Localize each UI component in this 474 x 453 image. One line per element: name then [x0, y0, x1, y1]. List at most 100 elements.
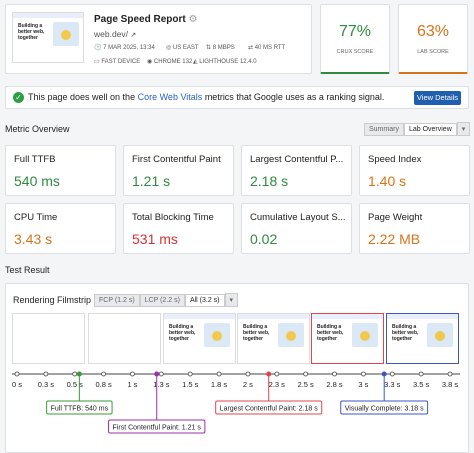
tick-label: 3.5 s: [413, 380, 430, 389]
section-title: Metric Overview: [5, 124, 70, 134]
tick-label: 2.5 s: [298, 380, 315, 389]
metric-card: CPU Time 3.43 s: [5, 203, 116, 254]
tick-label: 2 s: [243, 380, 253, 389]
metric-label: Speed Index: [368, 154, 422, 165]
meta: ⇄ 40 MS RTT: [248, 45, 286, 51]
report-title: Page Speed Report ⚙: [94, 14, 198, 25]
score-label: LAB SCORE: [417, 49, 449, 55]
browser: CHROME 132: [153, 59, 193, 65]
frame-text: Building a better web, together: [243, 324, 270, 342]
tick-label: 0.8 s: [95, 380, 112, 389]
tick-label: 2.8 s: [326, 380, 343, 389]
filmstrip-frame: Building a better web, together: [311, 313, 384, 364]
marker-label: Full TTFB: 540 ms: [51, 406, 109, 413]
location: US EAST: [172, 45, 199, 51]
filmstrip-frame: Building a better web, together: [163, 313, 236, 364]
tick-label: 0.5 s: [67, 380, 84, 389]
meta: ◭ LIGHTHOUSE 12.4.0: [193, 59, 257, 65]
tick-mark: [43, 371, 49, 377]
dropdown[interactable]: ▾: [456, 122, 471, 136]
meta-row: 🕒 7 MAR 2025, 13:34: [94, 45, 155, 51]
meta: ◎ US EAST: [166, 45, 199, 51]
metric-label: Cumulative Layout S...: [250, 212, 346, 223]
tick-mark: [14, 371, 20, 377]
tick-label: 1.5 s: [182, 380, 199, 389]
view-details-button[interactable]: View Details: [414, 91, 461, 105]
marker-dot: [154, 371, 160, 377]
tick-label: 3 s: [358, 380, 368, 389]
tick-label: 0.3 s: [38, 380, 55, 389]
tick-mark: [158, 371, 164, 377]
filmstrip-frame: Building a better web, together: [386, 313, 459, 364]
metric-label: Page Weight: [368, 212, 423, 223]
banner: ✓ This page does well on the Core Web Vi…: [5, 86, 469, 109]
tick-mark: [303, 371, 309, 377]
frame-text: Building a better web, together: [317, 324, 344, 342]
metric-card: Cumulative Layout S... 0.02: [241, 203, 352, 254]
metric-value: 2.22 MB: [368, 231, 421, 247]
metric-label: First Contentful Paint: [132, 154, 221, 165]
tick-mark: [72, 371, 78, 377]
metric-label: CPU Time: [14, 212, 58, 223]
marker-box: [215, 400, 323, 415]
tick-mark: [360, 371, 366, 377]
tab[interactable]: Lab Overview: [403, 123, 457, 136]
banner-text: This page does well on the Core Web Vita…: [28, 92, 384, 102]
tab[interactable]: All (3.2 s): [184, 294, 225, 307]
metric-value: 531 ms: [132, 231, 178, 247]
tick-label: 1.3 s: [153, 380, 170, 389]
tick-mark: [130, 371, 135, 377]
tab[interactable]: FCP (1.2 s): [94, 294, 140, 307]
score-label: CRUX SCORE: [336, 49, 374, 55]
dropdown[interactable]: ▾: [224, 293, 239, 307]
filmstrip-frame: [88, 313, 161, 364]
link[interactable]: Core Web Vitals: [137, 92, 203, 102]
marker-label: First Contentful Paint: 1.21 s: [113, 425, 202, 432]
marker-dot: [381, 371, 387, 377]
tab[interactable]: LCP (2.2 s): [139, 294, 185, 307]
url[interactable]: web.dev/ ↗: [94, 29, 137, 39]
tick-label: 3.3 s: [384, 380, 401, 389]
url-text[interactable]: web.dev/: [94, 29, 129, 39]
metric-value: 1.21 s: [132, 173, 171, 189]
tabs: Summary Lab Overview ▾: [364, 122, 471, 136]
rtt: 40 MS RTT: [254, 45, 286, 51]
tick-mark: [216, 371, 222, 377]
metric-value: 0.02: [250, 231, 278, 247]
meta: ⇅ 8 MBPS: [206, 45, 235, 51]
tick-mark: [274, 371, 280, 377]
tick-mark: [418, 371, 424, 377]
score-value: 63%: [416, 23, 450, 40]
metric-value: 1.40 s: [368, 173, 407, 189]
marker-box: [108, 419, 206, 434]
thumbnail-text: Building a better web, together: [18, 23, 45, 41]
report-card: Building a better web, together Page Spe…: [5, 4, 312, 74]
marker-box: [340, 400, 429, 415]
frame-text: Building a better web, together: [169, 324, 196, 342]
title: Page Speed Report: [94, 14, 186, 25]
device: FAST DEVICE: [101, 59, 141, 65]
marker-label: Largest Contentful Paint: 2.18 s: [220, 406, 319, 413]
marker-dot: [76, 371, 82, 377]
metric-card: Largest Contentful P... 2.18 s: [241, 145, 352, 196]
text: metrics that Google uses as a ranking si…: [204, 92, 385, 102]
metric-card: Total Blocking Time 531 ms: [123, 203, 234, 254]
score-card: 77% CRUX SCORE: [320, 4, 390, 74]
tick-mark: [245, 371, 251, 377]
tick-mark: [389, 371, 395, 377]
tick-mark: [101, 371, 106, 377]
tab[interactable]: Summary: [364, 123, 404, 136]
section-title: Test Result: [5, 265, 50, 275]
tabs: FCP (1.2 s) LCP (2.2 s) All (3.2 s) ▾: [94, 293, 239, 307]
lighthouse: LIGHTHOUSE 12.4.0: [199, 59, 257, 65]
tick-mark: [332, 371, 337, 377]
text: This page does well on the: [28, 92, 136, 102]
metric-value: 2.18 s: [250, 173, 289, 189]
tick-label: 0 s: [12, 380, 22, 389]
metric-value: 540 ms: [14, 173, 60, 189]
score-value: 77%: [338, 23, 372, 40]
metric-card: Page Weight 2.22 MB: [359, 203, 470, 254]
score-card: 63% LAB SCORE: [398, 4, 468, 74]
metric-card: First Contentful Paint 1.21 s: [123, 145, 234, 196]
